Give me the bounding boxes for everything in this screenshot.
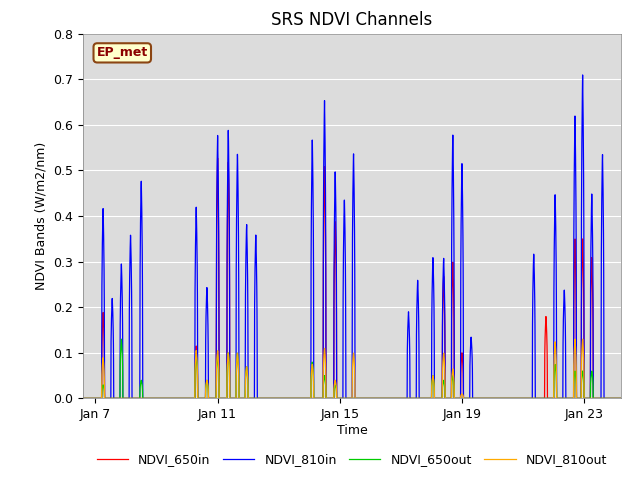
- NDVI_650in: [79, 396, 87, 401]
- NDVI_810out: [402, 396, 410, 401]
- NDVI_810in: [481, 396, 488, 401]
- NDVI_650out: [617, 396, 625, 401]
- NDVI_650in: [522, 396, 529, 401]
- X-axis label: Time: Time: [337, 424, 367, 437]
- NDVI_650out: [402, 396, 410, 401]
- NDVI_810in: [402, 396, 410, 401]
- NDVI_810in: [522, 396, 529, 401]
- NDVI_650out: [177, 396, 185, 401]
- NDVI_650out: [285, 396, 292, 401]
- NDVI_810out: [579, 336, 586, 342]
- NDVI_810out: [522, 396, 529, 401]
- NDVI_650in: [617, 396, 625, 401]
- NDVI_810out: [79, 396, 87, 401]
- NDVI_810in: [579, 72, 586, 78]
- Line: NDVI_810out: NDVI_810out: [83, 339, 621, 398]
- NDVI_810in: [285, 396, 292, 401]
- NDVI_650in: [285, 396, 292, 401]
- Legend: NDVI_650in, NDVI_810in, NDVI_650out, NDVI_810out: NDVI_650in, NDVI_810in, NDVI_650out, NDV…: [92, 448, 612, 471]
- NDVI_650in: [214, 155, 221, 161]
- NDVI_810out: [429, 373, 436, 379]
- NDVI_650in: [481, 396, 488, 401]
- NDVI_810in: [79, 396, 87, 401]
- NDVI_650out: [522, 396, 529, 401]
- Line: NDVI_810in: NDVI_810in: [83, 75, 621, 398]
- NDVI_650in: [402, 396, 410, 401]
- NDVI_650in: [177, 396, 185, 401]
- NDVI_810in: [177, 396, 185, 401]
- Line: NDVI_650in: NDVI_650in: [83, 158, 621, 398]
- NDVI_650in: [429, 396, 436, 401]
- NDVI_810in: [429, 258, 436, 264]
- NDVI_810out: [177, 396, 185, 401]
- Title: SRS NDVI Channels: SRS NDVI Channels: [271, 11, 433, 29]
- Text: EP_met: EP_met: [97, 47, 148, 60]
- NDVI_810out: [481, 396, 488, 401]
- NDVI_650out: [481, 396, 488, 401]
- NDVI_650out: [429, 373, 436, 379]
- Line: NDVI_650out: NDVI_650out: [83, 339, 621, 398]
- Y-axis label: NDVI Bands (W/m2/nm): NDVI Bands (W/m2/nm): [35, 142, 48, 290]
- NDVI_810out: [617, 396, 625, 401]
- NDVI_650out: [118, 336, 125, 342]
- NDVI_810out: [285, 396, 292, 401]
- NDVI_650out: [79, 396, 87, 401]
- NDVI_810in: [617, 396, 625, 401]
